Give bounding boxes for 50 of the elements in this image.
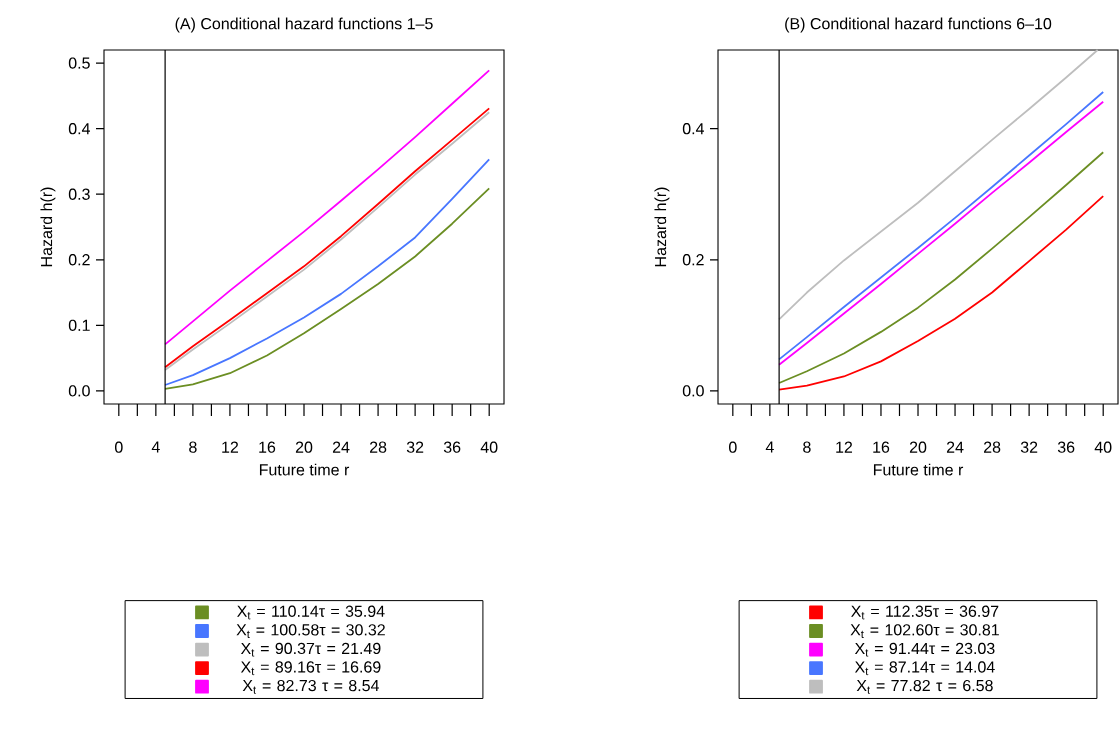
y-tick-label: 0.5 bbox=[68, 57, 90, 69]
legend-label: X$_{t}$ = 102.60τ = 30.81 bbox=[850, 624, 999, 639]
y-tick-label: 0.2 bbox=[682, 254, 704, 266]
legend-label: X$_{t}$ = 100.58τ = 30.32 bbox=[236, 624, 385, 639]
x-tick-label: 0 bbox=[114, 441, 123, 453]
x-tick-label: 12 bbox=[836, 441, 853, 453]
legend-label: X$_{t}$ = 87.14τ = 14.04 bbox=[854, 661, 995, 676]
x-tick-label: 32 bbox=[1020, 441, 1038, 453]
line-series bbox=[164, 69, 491, 346]
y-tick-label: 0.0 bbox=[682, 385, 704, 397]
chart-title: (B) Conditional hazard functions 6–10 bbox=[785, 17, 1052, 33]
x-tick-label: 8 bbox=[189, 441, 197, 453]
y-tick-label: 0.1 bbox=[68, 319, 90, 331]
x-axis-title: Future time r bbox=[259, 463, 350, 476]
y-tick-label: 0.0 bbox=[68, 385, 90, 397]
x-tick-label: 16 bbox=[873, 441, 890, 453]
y-tick-label: 0.4 bbox=[68, 123, 91, 135]
line-series bbox=[778, 151, 1105, 384]
x-tick-label: 28 bbox=[369, 441, 387, 453]
chart-title: (A) Conditional hazard functions 1–5 bbox=[175, 17, 433, 33]
x-tick-label: 32 bbox=[406, 441, 424, 453]
y-tick-label: 0.2 bbox=[68, 254, 90, 266]
y-axis-title: Hazard h(r) bbox=[654, 187, 670, 267]
legend-label: X$_{t}$ = 90.37τ = 21.49 bbox=[240, 642, 381, 657]
legend-label: X$_{t}$ = 77.82 τ = 6.58 bbox=[856, 679, 993, 694]
x-tick-label: 36 bbox=[1057, 441, 1075, 453]
x-axis-title: Future time r bbox=[873, 463, 964, 476]
legend-label: X$_{t}$ = 91.44τ = 23.03 bbox=[854, 642, 995, 657]
x-tick-label: 20 bbox=[295, 441, 313, 453]
x-tick-label: 8 bbox=[803, 441, 811, 453]
x-tick-label: 0 bbox=[729, 441, 737, 453]
x-tick-label: 24 bbox=[946, 441, 964, 453]
y-axis-title: Hazard h(r) bbox=[40, 187, 56, 267]
line-series bbox=[778, 195, 1105, 391]
x-tick-label: 16 bbox=[259, 441, 276, 453]
legend-label: X$_{t}$ = 112.35τ = 36.97 bbox=[851, 605, 999, 620]
legend-label: X$_{t}$ = 89.16τ = 16.69 bbox=[240, 661, 381, 676]
x-tick-label: 28 bbox=[984, 441, 1001, 453]
x-tick-label: 4 bbox=[765, 441, 774, 453]
legend-label: X$_{t}$ = 82.73 τ = 8.54 bbox=[242, 679, 379, 694]
x-tick-label: 12 bbox=[222, 441, 239, 453]
x-tick-label: 40 bbox=[480, 441, 498, 453]
x-tick-label: 36 bbox=[443, 441, 461, 453]
x-tick-label: 20 bbox=[909, 441, 927, 453]
x-tick-label: 4 bbox=[151, 441, 160, 453]
legend-label: X$_{t}$ = 110.14τ = 35.94 bbox=[237, 605, 385, 620]
y-tick-label: 0.3 bbox=[68, 188, 90, 200]
x-tick-label: 24 bbox=[332, 441, 350, 453]
y-tick-label: 0.4 bbox=[682, 123, 705, 135]
x-tick-label: 40 bbox=[1094, 441, 1112, 453]
